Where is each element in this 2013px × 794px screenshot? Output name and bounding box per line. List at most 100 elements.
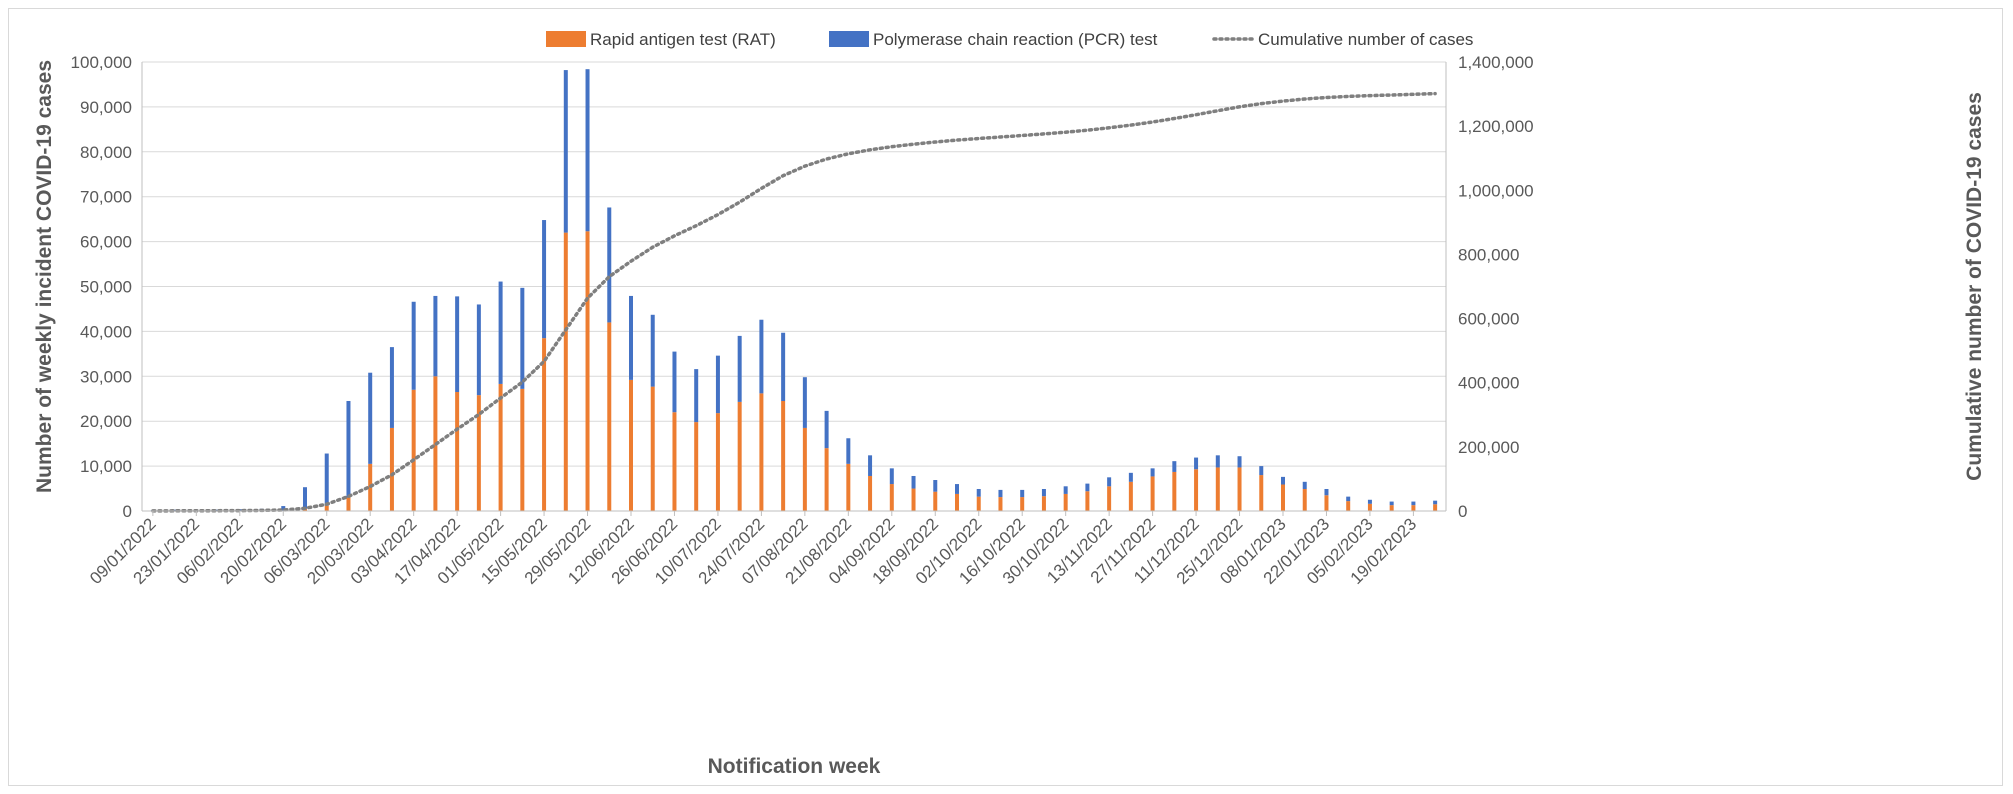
rat-bar <box>1150 476 1155 511</box>
rat-bar <box>542 338 547 511</box>
y-tick-label: 100,000 <box>71 53 132 72</box>
rat-bar <box>1259 475 1264 511</box>
pcr-bar <box>737 335 742 402</box>
rat-bar <box>629 379 633 511</box>
y-tick-label: 0 <box>123 502 132 521</box>
pcr-bar <box>976 488 981 497</box>
rat-bar <box>1433 504 1438 511</box>
pcr-bar <box>389 347 394 428</box>
pcr-bar <box>1194 457 1199 470</box>
rat-bar <box>846 463 851 511</box>
rat-bar <box>1128 481 1133 511</box>
pcr-bar <box>324 453 329 506</box>
pcr-bar <box>1324 488 1329 496</box>
rat-bar <box>781 400 786 511</box>
rat-bar <box>1172 471 1177 511</box>
y2-axis-title: Cumulative number of COVID-19 cases <box>1963 92 1986 481</box>
legend-label-1: Polymerase chain reaction (PCR) test <box>873 30 1158 49</box>
rat-bar <box>694 422 699 511</box>
rat-bar <box>1324 495 1329 511</box>
x-axis-title: Notification week <box>708 755 881 778</box>
pcr-bar <box>1107 477 1112 487</box>
legend: Rapid antigen test (RAT) Polymerase chain… <box>546 30 1473 49</box>
y2-tick-label: 0 <box>1458 502 1467 521</box>
pcr-bar <box>1063 486 1068 494</box>
rat-bar <box>672 412 677 511</box>
rat-bar <box>1041 496 1046 511</box>
y2-tick-label: 200,000 <box>1458 438 1519 457</box>
rat-bar <box>715 413 720 511</box>
y-tick-label: 50,000 <box>80 278 132 297</box>
rat-bar <box>389 427 394 511</box>
pcr-bar <box>911 475 916 489</box>
pcr-bar <box>650 314 655 387</box>
y2-tick-label: 800,000 <box>1458 245 1519 264</box>
rat-bar <box>607 322 612 511</box>
gridlines <box>142 61 1446 512</box>
pcr-bar <box>542 220 547 339</box>
rat-bar <box>411 389 416 511</box>
cumulative-cases-line <box>151 91 1437 513</box>
y-tick-label: 30,000 <box>80 367 132 386</box>
rat-bar <box>585 231 590 511</box>
pcr-bar <box>368 372 373 464</box>
rat-bar <box>346 497 351 511</box>
pcr-bar <box>1215 455 1220 468</box>
y-tick-label: 60,000 <box>80 233 132 252</box>
legend-label-0: Rapid antigen test (RAT) <box>590 30 776 49</box>
pcr-bar <box>303 487 307 509</box>
chart-frame: 0 10,000 20,000 30,000 40,000 50,000 60,000 70,… <box>8 8 2003 786</box>
rat-bar <box>476 395 481 511</box>
pcr-bar <box>672 351 677 413</box>
rat-bar <box>1281 484 1285 511</box>
rat-bar <box>1367 503 1372 511</box>
pcr-bar <box>1128 472 1133 482</box>
rat-bar <box>650 386 655 511</box>
pcr-bar <box>281 506 286 511</box>
pcr-bar <box>1389 501 1394 506</box>
rat-bar <box>1411 505 1416 511</box>
pcr-bar <box>998 489 1003 498</box>
rat-bar <box>1194 469 1199 511</box>
pcr-bar <box>824 410 829 449</box>
y-tick-label: 10,000 <box>80 457 132 476</box>
pcr-bar <box>411 301 416 390</box>
y-tick-label: 70,000 <box>80 188 132 207</box>
pcr-bar <box>1041 488 1046 497</box>
y-tick-label: 20,000 <box>80 412 132 431</box>
pcr-bar <box>1172 461 1177 472</box>
pcr-bar <box>607 207 612 323</box>
pcr-bar <box>346 400 351 498</box>
pcr-bar <box>629 295 633 380</box>
pcr-bar <box>889 468 894 485</box>
pcr-bar <box>476 304 481 396</box>
pcr-bar <box>433 295 438 377</box>
pcr-bar <box>781 332 786 401</box>
rat-bar <box>498 383 503 511</box>
rat-bar <box>563 232 568 511</box>
rat-bar <box>520 388 525 511</box>
pcr-bar <box>868 455 873 476</box>
rat-bar <box>889 484 894 511</box>
axes: 0 10,000 20,000 30,000 40,000 50,000 60,000 70,… <box>71 53 1534 588</box>
pcr-bar <box>802 377 807 428</box>
rat-bar <box>1389 505 1394 511</box>
y2-tick-label: 1,000,000 <box>1458 181 1534 200</box>
pcr-bar <box>1281 476 1285 485</box>
bar-series <box>150 69 1438 511</box>
rat-bar <box>1020 497 1025 511</box>
rat-bar <box>1237 467 1242 511</box>
pcr-bar <box>715 355 720 414</box>
legend-label-2: Cumulative number of cases <box>1258 30 1473 49</box>
pcr-bar <box>1020 489 1025 498</box>
pcr-bar <box>955 484 959 494</box>
pcr-bar <box>1237 456 1242 468</box>
rat-bar <box>737 401 742 511</box>
pcr-bar <box>172 509 177 511</box>
cumulative-line-series <box>151 91 1437 513</box>
pcr-bar <box>933 480 938 492</box>
y-axis-title: Number of weekly incident COVID-19 cases <box>33 60 56 493</box>
rat-bar <box>1085 491 1090 511</box>
y-tick-label: 80,000 <box>80 143 132 162</box>
y-tick-label: 90,000 <box>80 98 132 117</box>
